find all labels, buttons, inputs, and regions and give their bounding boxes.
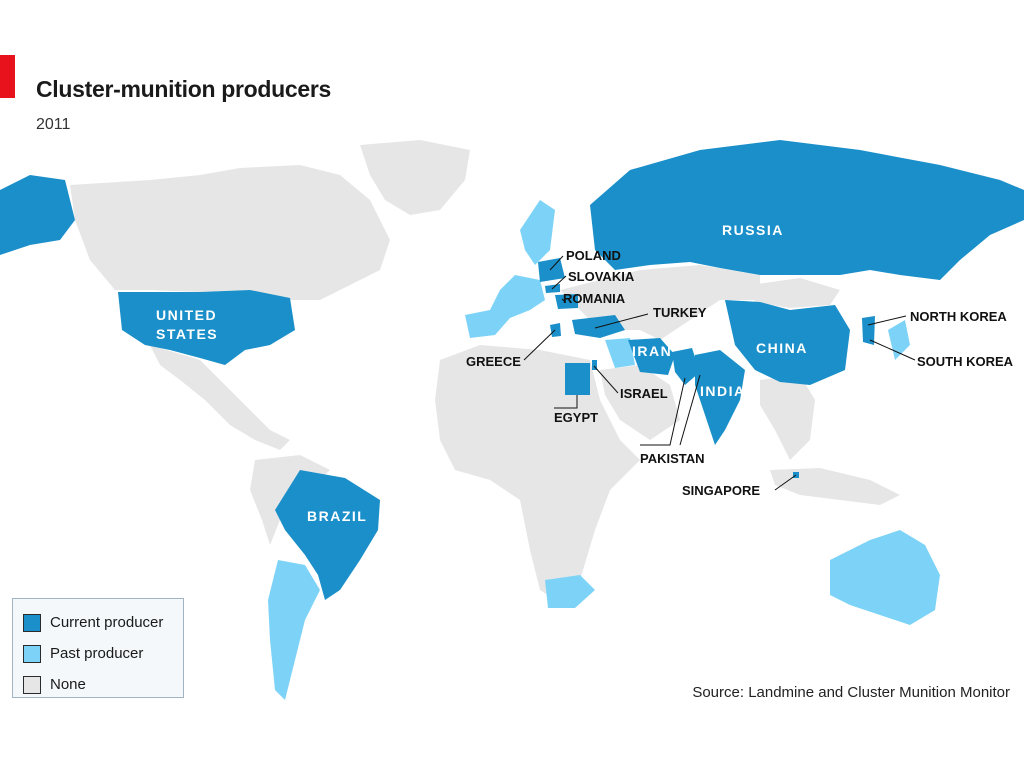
label-united-states-line2: STATES xyxy=(156,326,218,342)
southeast-asia-region xyxy=(760,375,815,460)
map-subtitle: 2011 xyxy=(36,116,71,133)
leader-greece xyxy=(523,329,556,361)
in-map-labels: RUSSIA UNITED STATES CHINA BRAZIL IRAN I… xyxy=(156,222,808,524)
leader-romania xyxy=(561,298,566,303)
leader-turkey xyxy=(594,313,649,329)
leader-pakistan-2 xyxy=(679,374,701,446)
africa-region xyxy=(435,345,640,600)
legend-swatch-none xyxy=(23,675,41,694)
south-africa-region xyxy=(545,575,595,608)
label-romania: ROMANIA xyxy=(563,291,626,306)
label-slovakia: SLOVAKIA xyxy=(568,269,635,284)
legend-item-past: Past producer xyxy=(23,638,183,669)
pakistan-region xyxy=(672,348,700,385)
source-note: Source: Landmine and Cluster Munition Mo… xyxy=(692,684,1010,701)
label-north-korea: NORTH KOREA xyxy=(910,309,1007,324)
label-singapore: SINGAPORE xyxy=(682,483,760,498)
current-producer-regions xyxy=(0,140,1024,600)
label-brazil: BRAZIL xyxy=(307,508,367,524)
legend-swatch-past xyxy=(23,644,41,663)
leader-south-korea xyxy=(869,339,916,361)
turkey-region xyxy=(572,315,625,338)
poland-region xyxy=(538,258,565,282)
brand-accent-tab xyxy=(0,55,15,98)
legend-item-current: Current producer xyxy=(23,607,183,638)
label-greece: GREECE xyxy=(466,354,521,369)
past-producer-regions xyxy=(268,200,940,700)
leader-pakistan-1 xyxy=(640,377,686,446)
united-states-region xyxy=(118,290,295,365)
label-india: INDIA xyxy=(700,383,746,399)
china-region xyxy=(725,300,850,385)
map-title: Cluster-munition producers xyxy=(36,76,332,102)
alaska-region xyxy=(0,175,75,255)
japan-region xyxy=(888,320,910,360)
leader-lines xyxy=(523,255,916,491)
label-egypt: EGYPT xyxy=(554,410,598,425)
mongolia-region xyxy=(750,278,840,308)
leader-egypt xyxy=(554,395,578,409)
label-israel: ISRAEL xyxy=(620,386,668,401)
legend-label-none: None xyxy=(50,676,86,693)
no-production-regions xyxy=(70,140,900,600)
legend-label-current: Current producer xyxy=(50,614,164,631)
label-iran: IRAN xyxy=(632,343,672,359)
mexico-region xyxy=(150,345,290,450)
egypt-region xyxy=(565,363,590,395)
greenland-region xyxy=(360,140,470,215)
label-russia: RUSSIA xyxy=(722,222,784,238)
indonesia-region xyxy=(770,468,900,505)
argentina-region xyxy=(268,560,320,700)
map-legend: Current producer Past producer None xyxy=(12,598,184,698)
label-united-states-line1: UNITED xyxy=(156,307,217,323)
iran-region xyxy=(628,338,675,375)
legend-label-past: Past producer xyxy=(50,645,144,662)
iraq-region xyxy=(605,338,635,368)
korea-region xyxy=(862,316,875,345)
australia-region xyxy=(830,530,940,625)
russia-region xyxy=(590,140,1024,280)
label-turkey: TURKEY xyxy=(653,305,707,320)
legend-swatch-current xyxy=(23,613,41,632)
label-pakistan: PAKISTAN xyxy=(640,451,705,466)
greece-region xyxy=(550,323,561,337)
leader-singapore xyxy=(774,474,797,491)
leader-slovakia xyxy=(551,275,567,290)
scandinavia-region xyxy=(520,200,555,265)
india-region xyxy=(695,350,745,445)
label-china: CHINA xyxy=(756,340,808,356)
legend-item-none: None xyxy=(23,669,183,700)
leader-north-korea xyxy=(867,315,907,326)
leader-israel xyxy=(593,365,619,394)
callout-labels: POLAND SLOVAKIA ROMANIA TURKEY GREECE IS… xyxy=(466,248,1014,498)
arabia-region xyxy=(600,365,680,440)
western-europe-region xyxy=(465,275,545,338)
leader-poland xyxy=(549,255,564,271)
brazil-region xyxy=(275,470,380,600)
label-poland: POLAND xyxy=(566,248,621,263)
label-south-korea: SOUTH KOREA xyxy=(917,354,1014,369)
canada-region xyxy=(70,165,390,300)
romania-region xyxy=(555,294,578,309)
